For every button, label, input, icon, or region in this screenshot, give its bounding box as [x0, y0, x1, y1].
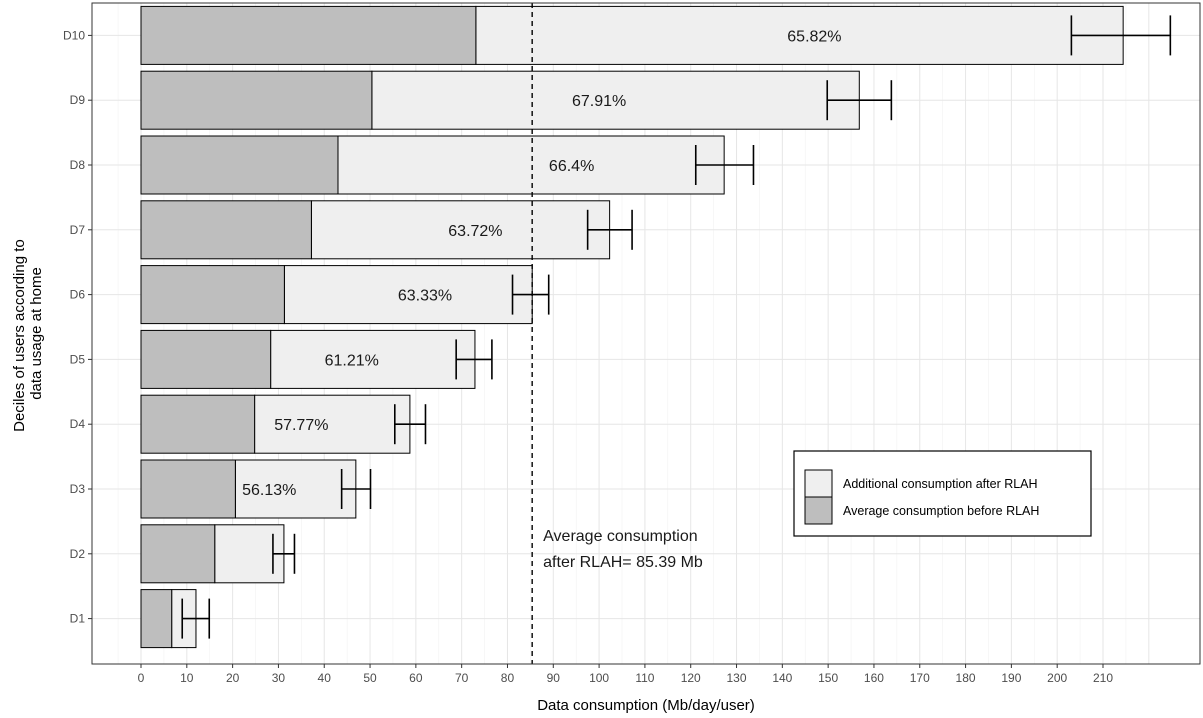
- y-tick-label-D1: D1: [70, 612, 86, 626]
- y-tick-label-D2: D2: [70, 547, 86, 561]
- bar-percent-labels: 56.13% 57.77% 61.21% 63.33% 63.72% 66.4% 67.91…: [242, 28, 841, 499]
- bar-before-D5: [140, 329, 272, 389]
- error-bars: [181, 15, 1172, 639]
- reference-line-label-line-1: Average consumption: [543, 528, 697, 545]
- legend-label-2: Average consumption before RLAH: [843, 504, 1039, 518]
- x-tick-label: 120: [681, 671, 701, 685]
- x-tick-label: 20: [226, 671, 240, 685]
- x-tick-label: 100: [589, 671, 609, 685]
- reference-line-label-line-2: after RLAH= 85.39 Mb: [543, 554, 703, 571]
- bar-percent-label-D7: 63.72%: [448, 223, 502, 240]
- bar-percent-label-D4: 57.77%: [274, 417, 328, 434]
- legend: Additional consumption after RLAH Average…: [793, 450, 1092, 537]
- y-tick-label-D5: D5: [70, 352, 86, 366]
- legend-box: [793, 450, 1092, 537]
- bar-additional-D7: [310, 200, 611, 260]
- bar-additional-D10: [475, 5, 1124, 65]
- y-axis-title-line-2: data usage at home: [28, 267, 45, 400]
- bar-before-D10: [140, 5, 477, 65]
- error-bar-D9: [826, 80, 893, 121]
- y-tick-label-D4: D4: [70, 417, 86, 431]
- x-tick-label: 180: [956, 671, 976, 685]
- x-tick-label: 10: [180, 671, 194, 685]
- bar-before-D7: [140, 200, 312, 260]
- bar-before-D9: [140, 70, 373, 130]
- x-tick-label: 190: [1001, 671, 1021, 685]
- error-bar-D6: [511, 274, 550, 315]
- x-tick-label: 200: [1047, 671, 1067, 685]
- error-bar-D5: [455, 339, 493, 380]
- x-tick-label: 150: [818, 671, 838, 685]
- x-tick-label: 40: [318, 671, 332, 685]
- reference-line-label: Average consumption after RLAH= 85.39 Mb: [543, 528, 703, 571]
- x-tick-label: 110: [635, 671, 654, 685]
- bar-before-D6: [140, 265, 285, 325]
- bar-additional-D4: [254, 394, 411, 454]
- reference-line-group: Average consumption after RLAH= 85.39 Mb: [531, 3, 703, 664]
- y-tick-label-D9: D9: [70, 93, 86, 107]
- error-bar-D3: [340, 469, 372, 509]
- bars: [140, 5, 1124, 649]
- x-tick-label: 70: [455, 671, 469, 685]
- y-tick-label-D3: D3: [70, 482, 86, 496]
- plot-panel-border: [91, 2, 1201, 665]
- legend-swatch-1: [804, 469, 833, 498]
- error-bar-D1: [181, 598, 211, 639]
- bar-before-D8: [140, 135, 339, 195]
- bar-before-D1: [140, 589, 173, 649]
- y-tick-label-D10: D10: [63, 28, 85, 42]
- x-tick-label: 160: [864, 671, 884, 685]
- bar-percent-label-D8: 66.4%: [549, 158, 594, 175]
- bar-percent-label-D6: 63.33%: [398, 288, 452, 305]
- y-tick-label-D6: D6: [70, 288, 86, 302]
- bar-percent-label-D9: 67.91%: [572, 93, 626, 110]
- bar-before-D4: [140, 394, 256, 454]
- bar-before-D3: [140, 459, 236, 519]
- bar-percent-label-D5: 61.21%: [325, 352, 379, 369]
- legend-label-1: Additional consumption after RLAH: [843, 477, 1038, 491]
- x-tick-label: 30: [272, 671, 286, 685]
- x-tick-label: 210: [1093, 671, 1113, 685]
- bar-additional-D6: [283, 265, 533, 325]
- bar-before-D2: [140, 524, 216, 584]
- x-tick-label: 90: [547, 671, 561, 685]
- x-tick-label: 60: [409, 671, 423, 685]
- x-axis-title: Data consumption (Mb/day/user): [537, 697, 755, 714]
- bar-percent-label-D3: 56.13%: [242, 482, 296, 499]
- bar-percent-label-D10: 65.82%: [787, 28, 841, 45]
- x-axis: 0 10 20 30 40 50 60 70 80 90 100 110 120 130 140 150 160…: [138, 664, 1113, 685]
- error-bar-D8: [694, 145, 755, 185]
- error-bar-D4: [393, 404, 427, 445]
- y-axis: D1 D2 D3 D4 D5 D6 D7 D8 D9 D10: [63, 28, 92, 626]
- y-tick-label-D7: D7: [70, 223, 86, 237]
- bar-additional-D3: [234, 459, 357, 519]
- x-tick-label: 170: [910, 671, 930, 685]
- x-tick-label: 0: [138, 671, 145, 685]
- y-tick-label-D8: D8: [70, 158, 86, 172]
- error-bar-D2: [272, 533, 296, 574]
- y-axis-title: Deciles of users according to data usage…: [11, 235, 45, 432]
- y-axis-title-line-1: Deciles of users according to: [11, 239, 28, 432]
- bar-additional-D5: [270, 329, 476, 389]
- x-tick-label: 130: [727, 671, 747, 685]
- bar-additional-D8: [337, 135, 725, 195]
- x-tick-label: 50: [363, 671, 377, 685]
- x-tick-label: 80: [501, 671, 515, 685]
- x-tick-label: 140: [772, 671, 792, 685]
- error-bar-D10: [1070, 15, 1172, 56]
- error-bar-D7: [586, 209, 633, 250]
- legend-swatch-2: [804, 496, 833, 525]
